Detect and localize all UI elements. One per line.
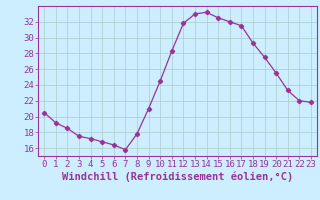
X-axis label: Windchill (Refroidissement éolien,°C): Windchill (Refroidissement éolien,°C)	[62, 172, 293, 182]
